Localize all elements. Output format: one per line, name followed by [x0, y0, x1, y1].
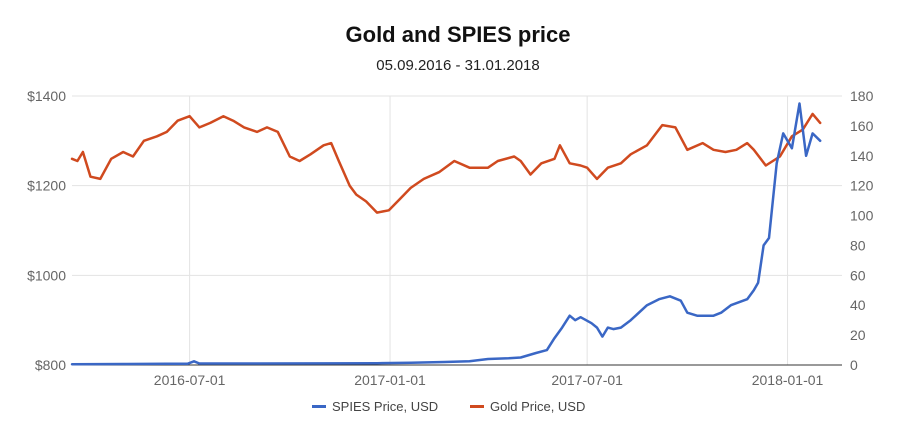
grid [72, 95, 842, 366]
y-right-tick-label: 160 [850, 118, 874, 134]
chart-subtitle: 05.09.2016 - 31.01.2018 [376, 57, 539, 74]
y-right-tick-label: 100 [850, 208, 874, 224]
legend-swatch-0 [312, 405, 326, 408]
axis-ticks: $800 $1000 $1200 $1400 0 20 40 60 80 100 120 140 160… [27, 88, 874, 388]
plot-area [70, 102, 822, 366]
y-right-tick-label: 20 [850, 327, 866, 343]
y-right-tick-label: 60 [850, 267, 866, 283]
y-left-tick-label: $800 [35, 357, 66, 373]
series-line-0 [70, 102, 822, 366]
y-right-tick-label: 180 [850, 88, 874, 104]
legend-swatch-1 [470, 405, 484, 408]
series-line-1 [70, 112, 822, 214]
legend-label-1: Gold Price, USD [490, 399, 585, 414]
legend-label-0: SPIES Price, USD [332, 399, 438, 414]
chart-title: Gold and SPIES price [346, 22, 571, 47]
y-right-tick-label: 80 [850, 237, 866, 253]
y-left-tick-label: $1400 [27, 88, 66, 104]
x-tick-label: 2018-01-01 [752, 372, 824, 388]
y-right-tick-label: 140 [850, 148, 874, 164]
y-left-tick-label: $1000 [27, 267, 66, 283]
x-tick-label: 2016-07-01 [154, 372, 226, 388]
x-tick-label: 2017-01-01 [354, 372, 426, 388]
x-tick-label: 2017-07-01 [551, 372, 623, 388]
y-right-tick-label: 40 [850, 297, 866, 313]
y-right-tick-label: 0 [850, 357, 858, 373]
y-right-tick-label: 120 [850, 178, 874, 194]
legend: SPIES Price, USD Gold Price, USD [312, 399, 585, 414]
y-left-tick-label: $1200 [27, 178, 66, 194]
